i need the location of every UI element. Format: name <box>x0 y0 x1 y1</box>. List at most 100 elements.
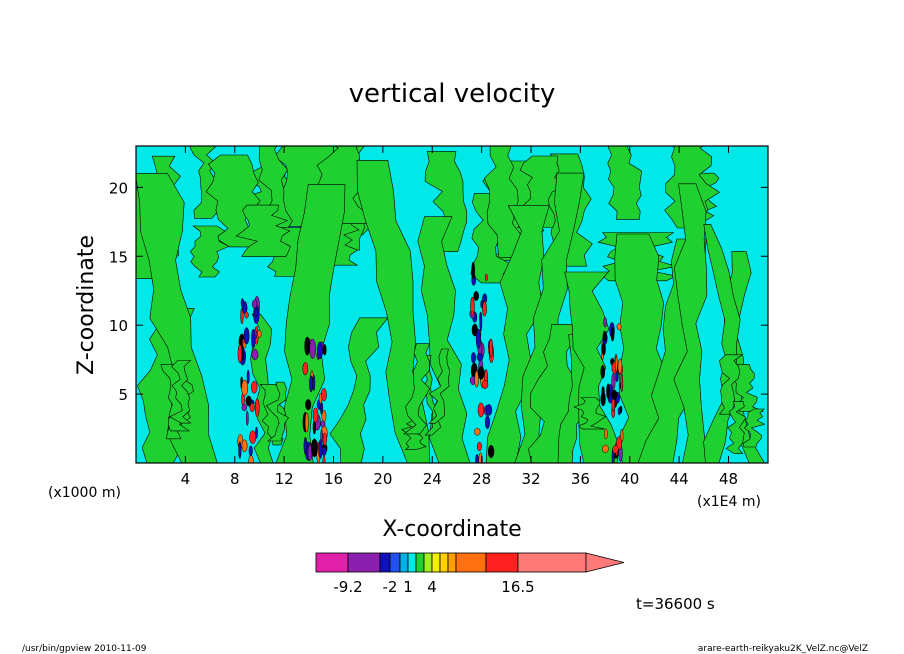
colorbar-band <box>517 552 587 573</box>
convective-core-mark <box>602 330 607 342</box>
convective-core-mark <box>322 344 327 356</box>
positive-velocity-region <box>258 146 293 242</box>
convective-core-mark <box>312 374 316 391</box>
convective-core-mark <box>603 316 607 328</box>
positive-velocity-region <box>424 151 468 252</box>
convective-core-mark <box>473 290 479 301</box>
convective-core-mark <box>312 407 319 423</box>
convective-core-mark <box>611 389 618 400</box>
convective-core-mark <box>475 328 481 349</box>
x-tick-label: 40 <box>620 470 639 488</box>
convective-core-mark <box>606 383 611 400</box>
positive-velocity-region <box>725 401 747 454</box>
colorbar-band <box>455 552 487 573</box>
positive-velocity-region <box>275 184 346 463</box>
x-axis-label: X-coordinate <box>382 517 521 542</box>
positive-velocity-region <box>428 348 451 424</box>
colorbar-band <box>347 552 381 573</box>
convective-core-mark <box>484 273 488 282</box>
y-tick-label: 5 <box>118 386 128 404</box>
convective-core-mark <box>601 444 609 453</box>
y-tick-label: 10 <box>109 317 128 335</box>
convective-core-mark <box>305 399 312 411</box>
positive-velocity-region <box>265 381 289 442</box>
convective-core-mark <box>316 341 323 360</box>
y-axis-ticks: 5 10 15 20 <box>109 179 768 404</box>
convective-core-mark <box>475 454 479 463</box>
positive-velocity-region <box>205 154 262 248</box>
x-tick-label: 32 <box>521 470 540 488</box>
convective-core-mark <box>246 369 250 384</box>
convective-core-mark <box>601 386 605 398</box>
convective-core-mark <box>244 311 249 319</box>
positive-velocity-region <box>731 364 764 412</box>
positive-velocity-region <box>417 216 471 463</box>
colorbar-band <box>447 552 457 573</box>
x-tick-label: 8 <box>230 470 240 488</box>
convective-core-mark <box>474 427 481 436</box>
convective-core-mark <box>309 375 314 393</box>
positive-velocity-region <box>483 146 524 259</box>
convective-core-mark <box>485 404 493 416</box>
footer-left: /usr/bin/gpview 2010-11-09 <box>22 644 147 654</box>
x-tick-label: 20 <box>373 470 392 488</box>
convective-core-mark <box>241 403 247 412</box>
convective-core-mark <box>604 428 608 440</box>
x-tick-label: 28 <box>472 470 491 488</box>
x-tick-label: 44 <box>670 470 689 488</box>
convective-core-mark <box>304 412 309 433</box>
colorbar-label: 1 <box>403 578 413 596</box>
convective-core-mark <box>304 336 311 356</box>
convective-core-mark <box>482 301 487 317</box>
convective-core-mark <box>479 312 483 332</box>
convective-core-mark <box>476 441 482 452</box>
convective-core-mark <box>320 401 324 415</box>
chart-title: vertical velocity <box>349 79 556 109</box>
colorbar-label: 16.5 <box>501 578 534 596</box>
convective-core-mark <box>251 380 258 394</box>
convective-core-mark <box>254 307 258 318</box>
convective-core-mark <box>617 358 623 374</box>
convective-core-mark <box>481 379 489 389</box>
convective-core-mark <box>474 370 479 388</box>
convective-core-mark <box>610 326 615 342</box>
x-tick-label: 4 <box>181 470 191 488</box>
convective-core-mark <box>477 366 485 380</box>
colorbar-label: 4 <box>427 578 437 596</box>
convective-core-mark <box>471 352 476 364</box>
colorbar-band <box>423 552 433 573</box>
convective-core-mark <box>245 395 252 407</box>
colorbar-arrow <box>585 552 625 573</box>
convective-core-mark <box>489 338 493 358</box>
x-tick-label: 24 <box>423 470 442 488</box>
convective-core-mark <box>320 420 326 428</box>
convective-core-mark <box>322 432 327 446</box>
positive-velocity-region <box>136 173 218 463</box>
convective-core-mark <box>257 330 262 338</box>
x-tick-label: 16 <box>324 470 343 488</box>
colorbar-band <box>389 552 401 573</box>
x-axis-ticks: 4 8 12 16 20 24 28 32 36 40 44 48 <box>181 146 738 488</box>
colorbar-band <box>415 552 425 573</box>
convective-core-mark <box>311 438 318 458</box>
time-label: t=36600 s <box>636 595 715 613</box>
convective-core-mark <box>237 344 243 364</box>
plot-frame <box>135 145 769 464</box>
convective-core-mark <box>303 436 308 455</box>
convective-core-mark <box>241 379 249 397</box>
positive-velocity-region <box>235 204 291 257</box>
convective-core-mark <box>470 296 475 316</box>
colorbar-label: -9.2 <box>333 578 362 596</box>
convective-core-mark <box>302 362 309 376</box>
convective-core-mark <box>612 445 619 454</box>
x-unit-left: (x1000 m) <box>48 485 121 501</box>
colorbar-band <box>399 552 409 573</box>
convective-core-mark <box>249 430 257 444</box>
convective-core-mark <box>487 445 495 459</box>
convective-core-mark <box>241 439 248 453</box>
convective-core-mark <box>309 338 316 360</box>
colorbar <box>315 552 625 573</box>
colorbar-band <box>407 552 417 573</box>
y-tick-label: 20 <box>109 179 128 197</box>
